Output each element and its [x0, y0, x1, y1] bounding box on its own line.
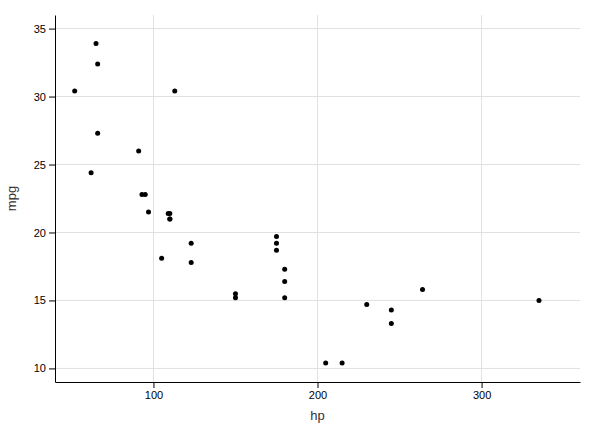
x-axis: 100 200 300	[56, 382, 581, 401]
grid-line-y	[55, 368, 580, 369]
y-axis-tick: 20	[34, 227, 55, 239]
y-axis-tick: 25	[34, 159, 55, 171]
y-axis-tick-mark	[49, 97, 55, 98]
y-axis-tick: 35	[34, 23, 55, 35]
grid-line-y	[55, 96, 580, 97]
grid-line-y	[55, 28, 580, 29]
point	[323, 360, 328, 365]
plot: 100 200 300 10 15 20 25 30 35	[34, 15, 581, 401]
point	[95, 61, 100, 66]
y-axis-tick-label: 30	[34, 91, 46, 103]
x-axis-tick-label: 200	[309, 389, 327, 401]
y-axis-domain	[55, 16, 56, 383]
point	[172, 89, 177, 94]
grid-line-x	[481, 15, 482, 382]
x-axis-tick-mark	[153, 382, 154, 388]
point	[72, 89, 77, 94]
point	[146, 210, 151, 215]
y-axis-tick-label: 35	[34, 23, 46, 35]
grid-line-x	[317, 15, 318, 382]
point	[166, 211, 171, 216]
point	[189, 241, 194, 246]
y-axis-tick-label: 15	[34, 294, 46, 306]
chart: 100 200 300 10 15 20 25 30 35 hp mpg	[0, 0, 600, 430]
y-axis-tick-mark	[49, 368, 55, 369]
x-axis-tick-mark	[318, 382, 319, 388]
point	[89, 170, 94, 175]
x-axis-tick: 300	[473, 382, 491, 401]
y-axis-tick: 15	[34, 294, 55, 306]
point	[282, 267, 287, 272]
grid	[55, 15, 580, 382]
y-axis-tick: 30	[34, 91, 55, 103]
x-axis-tick: 200	[309, 382, 327, 401]
point	[167, 216, 172, 221]
y-axis-tick-mark	[49, 165, 55, 166]
grid-line-y	[55, 300, 580, 301]
points	[72, 41, 541, 365]
point	[389, 307, 394, 312]
point	[364, 302, 369, 307]
grid-line-y	[55, 164, 580, 165]
point	[274, 241, 279, 246]
point	[274, 234, 279, 239]
y-axis: 10 15 20 25 30 35	[34, 16, 56, 383]
x-axis-tick: 100	[145, 382, 163, 401]
y-axis-tick-label: 20	[34, 227, 46, 239]
x-axis-tick-mark	[482, 382, 483, 388]
point	[189, 260, 194, 265]
point	[233, 295, 238, 300]
point	[282, 279, 287, 284]
y-axis-tick-label: 25	[34, 159, 46, 171]
point	[143, 192, 148, 197]
grid-line-y	[55, 232, 580, 233]
x-axis-tick-label: 100	[145, 389, 163, 401]
x-axis-title: hp	[310, 408, 324, 423]
point	[340, 360, 345, 365]
point	[536, 298, 541, 303]
point	[95, 131, 100, 136]
point	[159, 256, 164, 261]
y-axis-tick-mark	[49, 300, 55, 301]
y-axis-title: mpg	[4, 186, 19, 211]
point	[94, 41, 99, 46]
grid-line-x	[153, 15, 154, 382]
x-axis-tick-label: 300	[473, 389, 491, 401]
y-axis-tick-label: 10	[34, 362, 46, 374]
point	[167, 216, 172, 221]
y-axis-tick-mark	[49, 29, 55, 30]
point	[274, 248, 279, 253]
point	[136, 148, 141, 153]
point	[389, 321, 394, 326]
point	[282, 295, 287, 300]
point	[420, 287, 425, 292]
y-axis-tick: 10	[34, 362, 55, 374]
y-axis-tick-mark	[49, 232, 55, 233]
